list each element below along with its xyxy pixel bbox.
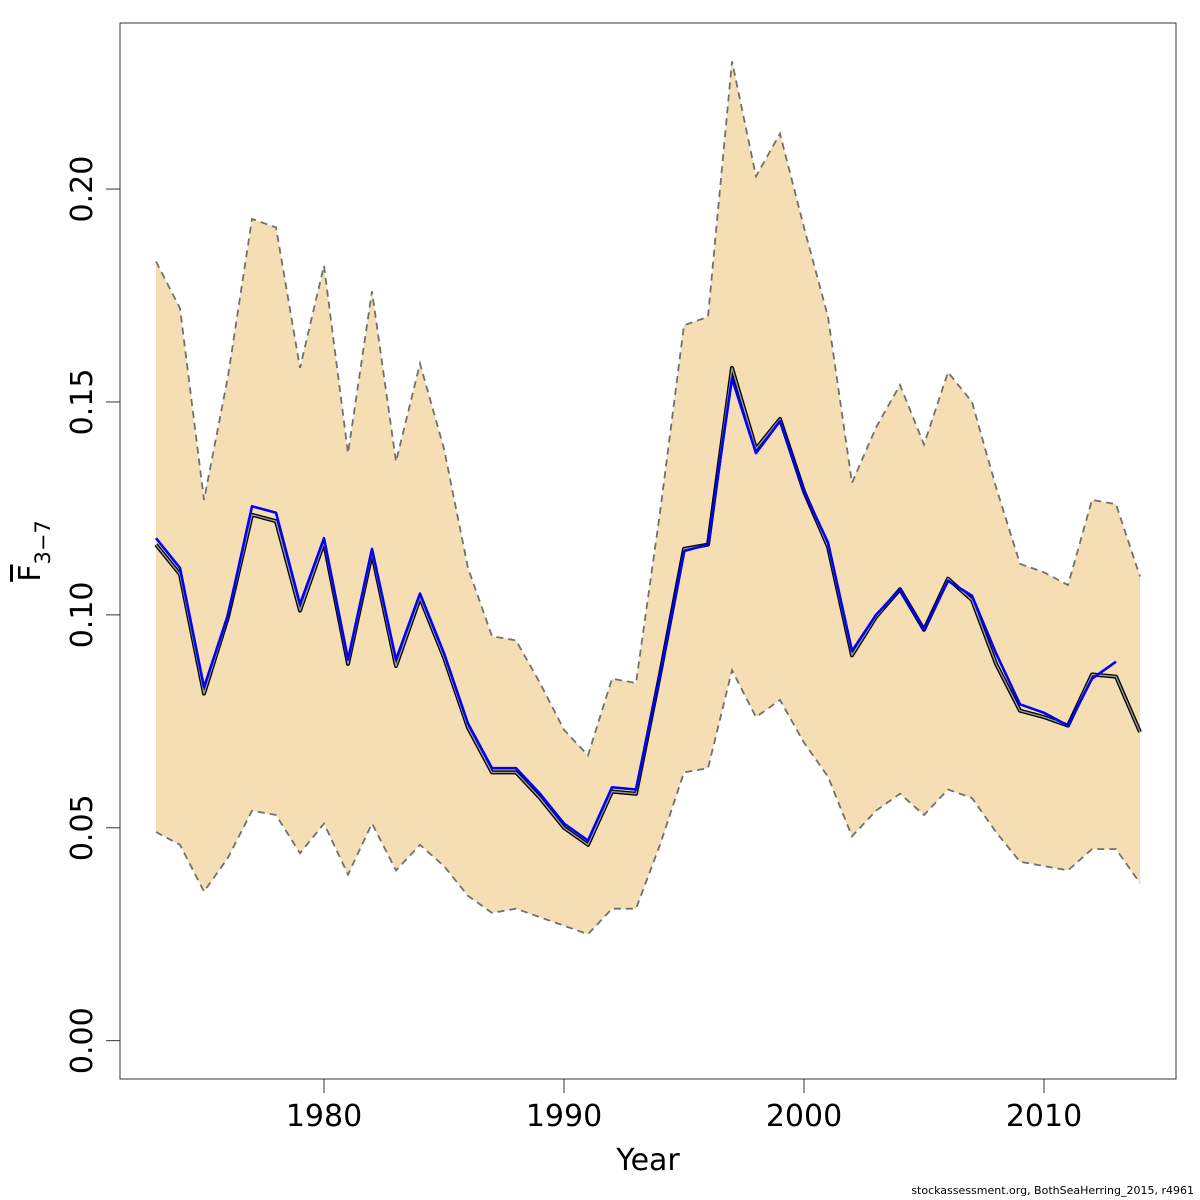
x-tick-label: 2000 (766, 1099, 842, 1134)
y-tick-label: 0.00 (65, 1007, 100, 1074)
y-axis-title: F3−7 (13, 520, 55, 582)
y-axis-title-subscript: 3−7 (31, 520, 55, 564)
y-tick-label: 0.20 (65, 156, 100, 223)
x-tick-label: 1990 (526, 1099, 602, 1134)
y-tick-label: 0.15 (65, 369, 100, 436)
y-axis: 0.00 0.05 0.10 0.15 0.20 (65, 156, 120, 1074)
x-tick-label: 2010 (1006, 1099, 1082, 1134)
x-axis-title: Year (615, 1143, 680, 1178)
plot-frame (119, 22, 1177, 1080)
x-axis: 1980 1990 2000 2010 (286, 1079, 1082, 1134)
y-axis-title-main: F (13, 565, 48, 582)
upper-bound-line (155, 61, 1141, 758)
y-tick-label: 0.05 (65, 794, 100, 861)
svg-text:F3−7: F3−7 (13, 520, 55, 582)
confidence-band-layer (155, 61, 1141, 936)
series-layer (154, 365, 1142, 847)
x-tick-label: 1980 (286, 1099, 362, 1134)
confidence-band-area (156, 61, 1140, 935)
footer-credit: stockassessment.org, BothSeaHerring_2015… (911, 1184, 1194, 1197)
y-tick-label: 0.10 (65, 581, 100, 648)
series-1-line (154, 377, 1117, 842)
